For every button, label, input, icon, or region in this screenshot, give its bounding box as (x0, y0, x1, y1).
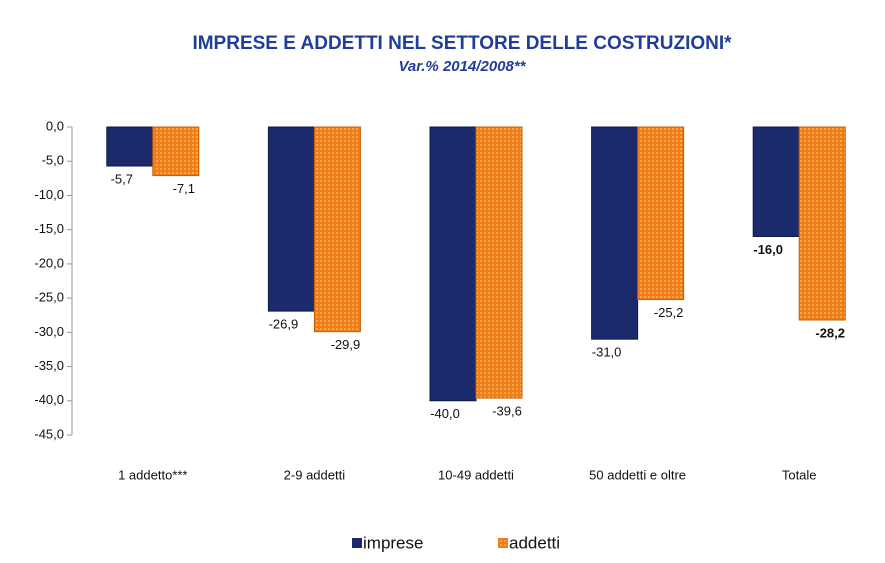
chart-subtitle: Var.% 2014/2008** (398, 58, 526, 75)
bar (475, 126, 523, 399)
value-label: -25,2 (654, 305, 684, 320)
legend-label: imprese (363, 533, 423, 552)
value-label: -5,7 (111, 171, 133, 186)
legend-swatch (498, 538, 508, 548)
y-tick-label: -30,0 (34, 324, 64, 339)
value-label: -16,0 (753, 242, 783, 257)
x-tick-label: 1 addetto*** (118, 467, 187, 482)
bar (637, 126, 685, 300)
bar (429, 126, 477, 402)
bar (591, 126, 639, 340)
y-tick-label: -15,0 (34, 221, 64, 236)
value-label: -7,1 (173, 181, 195, 196)
bar (267, 126, 315, 312)
y-tick-label: -35,0 (34, 358, 64, 373)
value-label: -39,6 (492, 403, 522, 418)
value-label: -28,2 (815, 325, 845, 340)
bar (752, 126, 800, 238)
value-label: -29,9 (331, 337, 361, 352)
x-tick-label: Totale (782, 467, 817, 482)
bar (106, 126, 154, 167)
x-tick-label: 50 addetti e oltre (589, 467, 686, 482)
x-tick-label: 10-49 addetti (438, 467, 514, 482)
chart-title: IMPRESE E ADDETTI NEL SETTORE DELLE COST… (192, 33, 732, 54)
y-tick-label: -40,0 (34, 392, 64, 407)
x-tick-label: 2-9 addetti (284, 467, 346, 482)
y-tick-label: -45,0 (34, 426, 64, 441)
bar (798, 126, 846, 321)
value-label: -40,0 (430, 406, 460, 421)
value-label: -26,9 (269, 317, 299, 332)
y-tick-label: 0,0 (46, 118, 64, 133)
y-tick-label: -5,0 (42, 153, 64, 168)
bar (313, 126, 361, 333)
y-tick-label: -10,0 (34, 187, 64, 202)
legend-label: addetti (509, 533, 560, 552)
value-label: -31,0 (592, 345, 622, 360)
y-tick-label: -25,0 (34, 290, 64, 305)
legend-swatch (352, 538, 362, 548)
y-tick-label: -20,0 (34, 255, 64, 270)
bar (152, 126, 200, 177)
